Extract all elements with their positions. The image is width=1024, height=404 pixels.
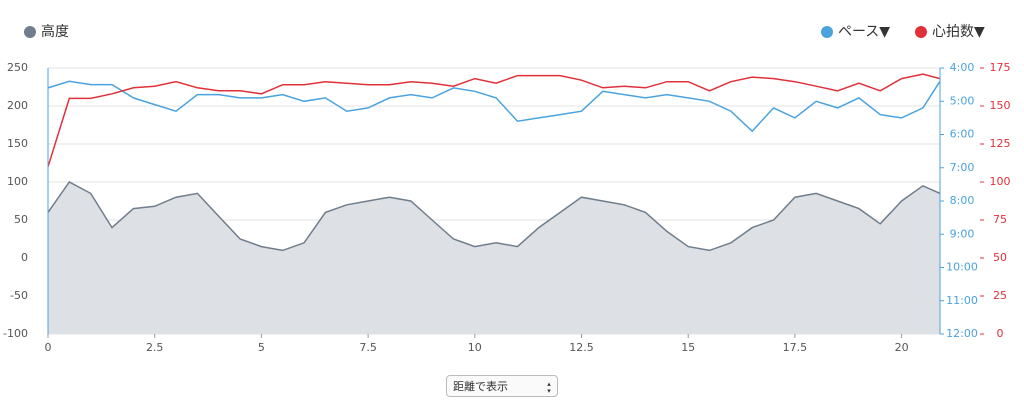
y3-tick-label: 175 (990, 61, 1011, 74)
x-tick-label: 12.5 (569, 341, 594, 354)
line (47, 80, 941, 133)
area (48, 182, 940, 334)
y2-tick-label: 4:00 (950, 61, 975, 74)
y2-tick-label: 7:00 (950, 161, 975, 174)
y2-tick-label: 9:00 (950, 227, 975, 240)
y3-tick-label: 75 (993, 213, 1007, 226)
x-tick-label: 7.5 (359, 341, 377, 354)
x-tick-label: 20 (895, 341, 909, 354)
x-tick-label: 17.5 (783, 341, 808, 354)
y3-tick-label: 0 (997, 327, 1004, 340)
y2-tick-label: 5:00 (950, 94, 975, 107)
y3-tick-label: 25 (993, 289, 1007, 302)
y-tick-label: 200 (7, 99, 28, 112)
y3-tick-label: 125 (990, 137, 1011, 150)
view-selector[interactable]: 距離で表示 (446, 375, 558, 397)
line (47, 73, 941, 168)
y-tick-label: -50 (10, 289, 28, 302)
legend-label: 高度 (41, 23, 69, 40)
x-tick-label: 15 (681, 341, 695, 354)
line (47, 181, 941, 252)
y2-tick-label: 8:00 (950, 194, 975, 207)
legend-label: ペース▼ (838, 24, 890, 40)
y2-tick-label: 6:00 (950, 128, 975, 141)
legend-marker (24, 26, 36, 38)
legend-label: 心拍数▼ (932, 24, 985, 40)
y2-tick-label: 12:00 (946, 327, 978, 340)
legend-marker (915, 26, 927, 38)
x-tick-label: 5 (258, 341, 265, 354)
y-tick-label: 50 (14, 213, 28, 226)
y-tick-label: 0 (21, 251, 28, 264)
y2-tick-label: 10:00 (946, 261, 978, 274)
y3-tick-label: 150 (990, 99, 1011, 112)
y-tick-label: 150 (7, 137, 28, 150)
y3-tick-label: 50 (993, 251, 1007, 264)
y2-tick-label: 11:00 (946, 294, 978, 307)
y-tick-label: 250 (7, 61, 28, 74)
legend-marker (821, 26, 833, 38)
x-tick-label: 10 (468, 341, 482, 354)
x-tick-label: 2.5 (146, 341, 164, 354)
x-tick-label: 0 (45, 341, 52, 354)
y3-tick-label: 100 (990, 175, 1011, 188)
y-tick-label: 100 (7, 175, 28, 188)
y-tick-label: -100 (3, 327, 28, 340)
